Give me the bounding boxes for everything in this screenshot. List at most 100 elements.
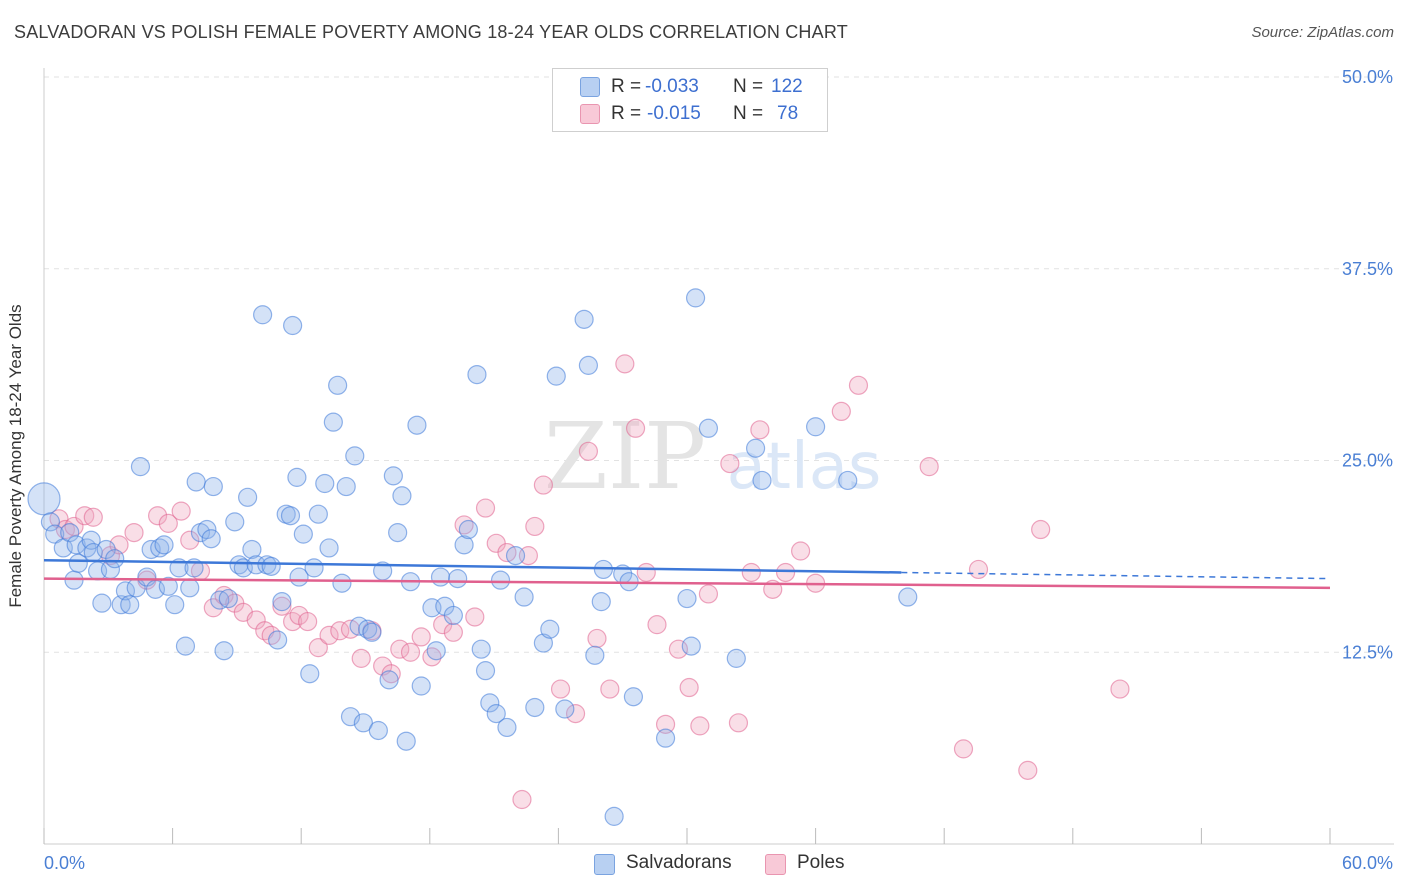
data-point [383, 466, 403, 486]
data-point [27, 482, 61, 516]
stats-n-label: N = [733, 103, 764, 124]
data-point [246, 555, 266, 575]
data-point [790, 541, 811, 561]
data-point [238, 487, 258, 507]
axes [43, 68, 1394, 845]
stats-r-label: R = [611, 76, 642, 97]
data-point [600, 679, 620, 699]
legend-swatch-poles [765, 854, 786, 875]
data-point [465, 607, 485, 627]
data-point [400, 642, 421, 662]
y-tick-label: 25.0% [1342, 451, 1393, 471]
data-point [201, 529, 221, 549]
data-point [443, 605, 463, 626]
data-point [480, 693, 500, 713]
data-point [546, 366, 566, 386]
data-point [728, 713, 749, 733]
data-point [319, 538, 339, 558]
data-point [300, 664, 320, 684]
data-point [203, 476, 223, 497]
data-point [353, 713, 373, 733]
data-point [83, 507, 103, 527]
data-point [720, 453, 740, 474]
data-point [1110, 679, 1130, 699]
data-point [540, 619, 560, 639]
data-point [578, 355, 599, 375]
data-point [968, 559, 989, 580]
data-point [625, 418, 646, 438]
data-point [690, 716, 710, 736]
data-point [745, 438, 766, 458]
data-point [443, 622, 463, 642]
data-point [775, 562, 796, 583]
x-tick-label: 60.0% [1342, 853, 1393, 873]
data-point [525, 697, 545, 718]
data-point [332, 573, 352, 593]
trend-lines [43, 558, 1331, 590]
data-point [467, 364, 487, 385]
series-poles-points [49, 354, 1130, 810]
stats-swatch-salvadorans [580, 77, 600, 97]
data-point [750, 420, 770, 440]
data-point [154, 535, 174, 555]
data-point [655, 714, 676, 734]
watermark-atlas: atlas [727, 430, 882, 504]
stats-r-value: -0.015 [647, 103, 701, 124]
data-point [308, 638, 328, 658]
data-point [647, 615, 667, 635]
stats-n-value: 122 [771, 76, 803, 97]
data-point [171, 501, 191, 521]
data-point [604, 806, 624, 826]
data-point [471, 639, 491, 659]
data-point [805, 417, 826, 437]
data-point [550, 679, 571, 699]
data-point [392, 486, 412, 506]
data-point [280, 506, 301, 526]
data-point [565, 704, 586, 724]
data-point [848, 375, 869, 395]
data-point [741, 562, 761, 583]
legend-swatch-salvadorans [594, 854, 615, 875]
data-point [66, 535, 86, 555]
stats-r-label: R = [611, 103, 642, 124]
data-point [574, 309, 594, 329]
data-point [64, 570, 84, 590]
data-point [411, 676, 431, 696]
data-point [514, 587, 534, 607]
trend-line-salvadorans-extension [901, 571, 1331, 580]
data-point [555, 699, 575, 719]
data-point [105, 549, 125, 569]
data-point [677, 588, 697, 609]
data-point [587, 628, 607, 649]
data-point [92, 593, 112, 613]
data-point [272, 592, 292, 612]
data-point [426, 641, 446, 661]
data-point [953, 739, 974, 759]
data-point [679, 677, 699, 698]
data-point [585, 645, 605, 665]
data-point [180, 578, 200, 598]
data-point [268, 630, 288, 650]
data-point [591, 592, 611, 612]
source-credit: Source: ZipAtlas.com [1251, 24, 1394, 41]
data-point [197, 519, 217, 540]
data-point [315, 473, 335, 494]
data-point [319, 625, 339, 645]
data-point [175, 636, 196, 656]
data-point [304, 558, 324, 578]
data-point [1018, 760, 1038, 780]
data-point [726, 648, 746, 668]
trend-line-salvadorans [43, 558, 902, 574]
data-point [68, 553, 88, 573]
data-point [40, 512, 61, 532]
data-point [512, 789, 532, 810]
y-axis-label: Female Poverty Among 18-24 Year Olds [6, 304, 25, 608]
data-point [411, 627, 431, 647]
data-point [287, 467, 307, 487]
data-point [261, 556, 281, 576]
data-point [898, 587, 918, 607]
data-point [124, 522, 144, 543]
data-point [454, 535, 474, 555]
y-tick-label: 37.5% [1342, 259, 1393, 279]
